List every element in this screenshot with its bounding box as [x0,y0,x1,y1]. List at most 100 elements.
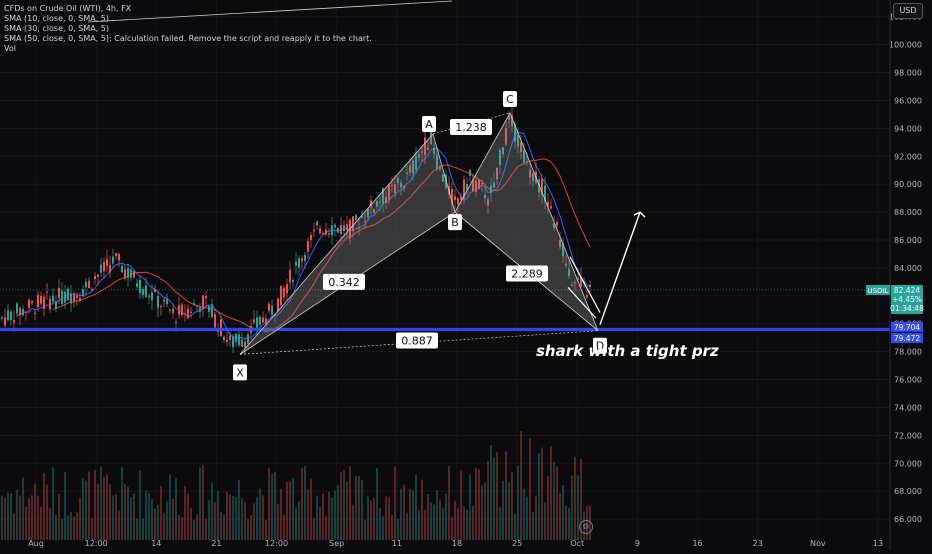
volume-bar [253,503,255,540]
candle-body [64,291,66,303]
candle-body [427,147,429,150]
symbol-tag: USOIL [867,287,888,295]
volume-bar [259,488,261,540]
volume-bar [115,494,117,540]
volume-bar [100,466,102,540]
volume-bar [280,488,282,540]
volume-bar [178,515,180,540]
candle-body [226,339,228,342]
candle-body [178,305,180,315]
candle-body [334,224,336,228]
candle-body [67,288,69,301]
y-tick-label: 68.000 [894,487,922,496]
candle-body [199,307,201,312]
candle-body [235,333,237,342]
volume-bar [157,504,159,540]
channel-line [569,256,601,313]
ratio-label-xd: 0.887 [401,334,433,347]
candle-body [382,188,384,205]
sma-fast-line [16,131,591,340]
candle-body [328,233,330,235]
candle-body [304,254,306,261]
candle-body [49,298,51,310]
volume-bar [19,495,21,540]
candle-body [172,308,174,314]
volume-bar [226,491,228,540]
volume-bar [94,470,96,540]
candle-body [25,311,27,313]
candle-body [115,253,117,257]
trendline [87,0,453,23]
candle-body [124,269,126,279]
volume-bar [82,478,84,540]
point-label-d-box [593,337,607,354]
volume-bar [394,466,396,540]
volume-bar [559,493,561,540]
volume-bar [556,466,558,540]
pattern-triangle [239,133,456,355]
candle-body [316,221,318,226]
volume-bar [352,504,354,540]
candle-body [283,287,285,298]
volume-bar [160,485,162,540]
candle-body [367,208,369,218]
candle-body [187,308,189,319]
x-tick-label: Nov [810,539,826,548]
settings-icon[interactable]: ⚙ [579,520,593,534]
volume-bar [487,460,489,540]
volume-bar [412,490,414,540]
y-tick-label: 100.000 [889,41,922,50]
candle-body [79,298,81,302]
candle-body [439,166,441,170]
volume-bar [220,512,222,540]
legend-vol[interactable]: Vol [4,44,16,53]
volume-bar [232,496,234,540]
volume-bar [31,495,33,540]
volume-bar [295,507,297,540]
volume-bar [124,483,126,540]
candle-body [370,200,372,208]
symbol-tag-bg [866,284,890,295]
candle-body [340,224,342,234]
legend-sma30[interactable]: SMA (30, close, 0, SMA, 5) [4,24,109,33]
ratio-label-bd-box [506,265,548,282]
y-tick-label: 74.000 [894,403,922,412]
volume-bar [298,501,300,540]
candle-body [259,316,261,325]
volume-bar [250,515,252,540]
candle-body [208,305,210,312]
volume-bar [370,500,372,540]
volume-bar [136,518,138,540]
volume-bar [202,465,204,540]
harmonic-pattern [0,112,890,355]
candle-body [97,274,99,277]
candle-body [418,153,420,158]
volume-bar [148,492,150,540]
volume-bar [52,467,54,540]
volume-bar [241,498,243,540]
candle-body [508,115,510,120]
x-tick-label: 13 [873,539,883,548]
candle-body [559,239,561,248]
candle-body [556,222,558,226]
volume-bar [271,473,273,540]
candle-body [160,305,162,307]
legend-sma50[interactable]: SMA (50, close, 0, SMA, 5): Calculation … [4,34,372,43]
candle-body [463,179,465,199]
candle-body [31,301,33,304]
volume-bar [508,482,510,540]
volume-bar [154,508,156,540]
candle-body [352,216,354,231]
volume-bar [442,508,444,540]
legend-sma10[interactable]: SMA (10, close, 0, SMA, 5) [4,14,109,23]
volume-bar [532,511,534,540]
candle-body [355,214,357,220]
volume-bar [205,518,207,540]
point-label-a-box [422,115,436,132]
volume-bar [106,474,108,540]
candle-body [460,196,462,200]
currency-button[interactable]: USD [893,3,923,19]
candle-body [529,169,531,178]
